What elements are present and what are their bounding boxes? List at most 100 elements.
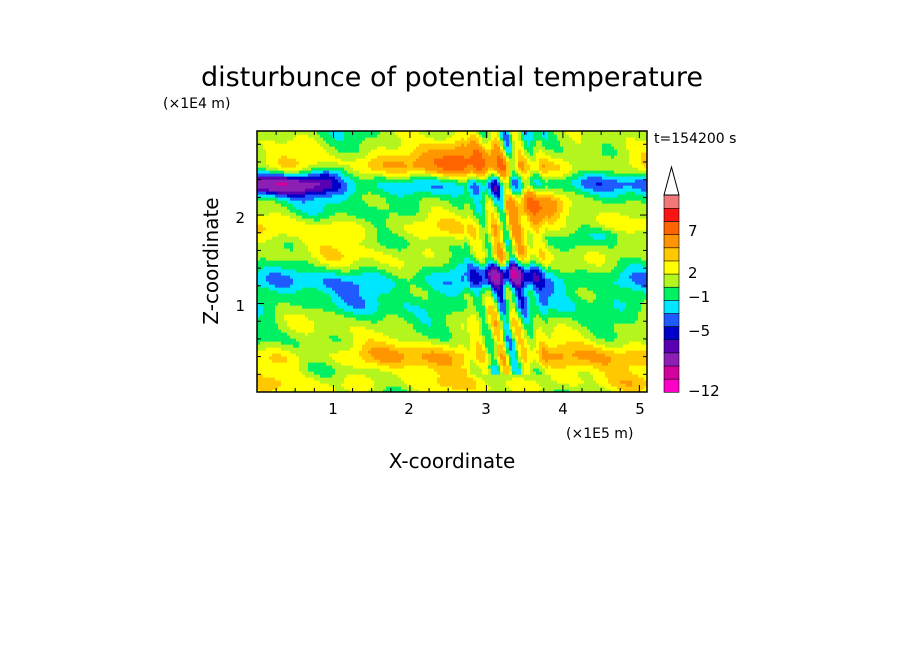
field-cell [299,386,303,390]
field-cell [581,293,585,297]
field-cell [572,317,576,321]
field-cell [527,335,531,339]
field-cell [404,365,408,369]
field-cell [548,302,552,306]
field-cell [257,326,261,330]
field-cell [281,386,285,390]
field-cell [458,380,462,384]
field-cell [305,293,309,297]
field-cell [287,284,291,288]
field-cell [590,371,594,375]
field-cell [320,332,324,336]
field-cell [341,356,345,360]
field-cell [434,383,438,387]
field-cell [311,356,315,360]
field-cell [575,290,579,294]
field-cell [602,317,606,321]
field-cell [338,386,342,390]
field-cell [503,380,507,384]
field-cell [509,311,513,315]
field-cell [611,350,615,354]
field-cell [305,344,309,348]
field-cell [326,365,330,369]
field-cell [362,341,366,345]
field-cell [368,389,372,392]
field-cell [428,344,432,348]
field-cell [353,320,357,324]
field-cell [596,281,600,285]
field-cell [386,356,390,360]
field-cell [398,374,402,378]
field-cell [614,296,618,300]
field-cell [557,362,561,366]
field-cell [305,389,309,392]
field-cell [461,296,465,300]
field-cell [395,371,399,375]
field-cell [278,329,282,333]
field-cell [635,380,639,384]
field-cell [638,371,642,375]
field-cell [272,299,276,303]
field-cell [371,329,375,333]
field-cell [317,341,321,345]
field-cell [491,308,495,312]
field-cell [332,275,336,279]
field-cell [551,284,555,288]
field-cell [434,299,438,303]
field-cell [521,383,525,387]
field-cell [545,359,549,363]
field-cell [536,374,540,378]
field-cell [485,338,489,342]
field-cell [530,344,534,348]
field-cell [479,386,483,390]
field-cell [515,296,519,300]
field-cell [413,305,417,309]
field-cell [365,299,369,303]
field-cell [323,377,327,381]
field-cell [467,293,471,297]
field-cell [593,293,597,297]
field-cell [557,338,561,342]
field-cell [497,329,501,333]
field-cell [323,326,327,330]
field-cell [521,359,525,363]
field-cell [380,308,384,312]
field-cell [314,380,318,384]
field-cell [395,302,399,306]
field-cell [578,386,582,390]
field-cell [428,323,432,327]
field-cell [353,383,357,387]
field-cell [620,311,624,315]
field-cell [635,353,639,357]
field-cell [494,311,498,315]
field-cell [299,308,303,312]
field-cell [320,365,324,369]
field-cell [548,344,552,348]
field-cell [644,347,647,351]
field-cell [548,341,552,345]
field-cell [512,320,516,324]
field-cell [380,296,384,300]
field-cell [281,371,285,375]
field-cell [443,314,447,318]
field-cell [308,365,312,369]
field-cell [470,332,474,336]
field-cell [509,323,513,327]
field-cell [563,350,567,354]
field-cell [488,389,492,392]
field-cell [506,350,510,354]
field-cell [377,335,381,339]
field-cell [536,356,540,360]
field-cell [512,287,516,291]
field-cell [548,296,552,300]
field-cell [617,299,621,303]
field-cell [308,311,312,315]
field-cell [257,374,261,378]
field-cell [638,323,642,327]
field-cell [380,377,384,381]
field-cell [383,389,387,392]
field-cell [557,353,561,357]
field-cell [608,326,612,330]
field-cell [407,371,411,375]
field-cell [389,323,393,327]
